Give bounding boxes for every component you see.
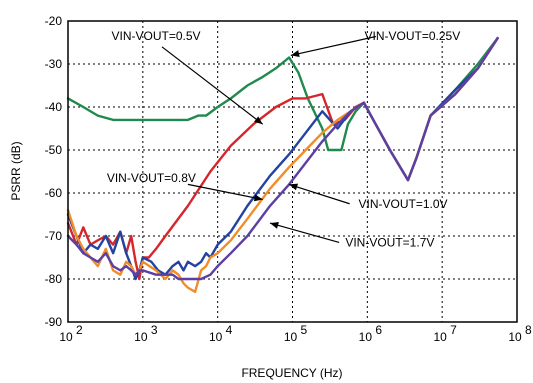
series-line-vin-vout-1-7v (66, 37, 499, 281)
annotation-arrow-line (269, 222, 340, 244)
x-tick-label: 10 (433, 330, 447, 344)
annotation-vin-vout-0-25v: VIN-VOUT=0.25V (365, 29, 461, 43)
x-tick-exponent: 8 (525, 323, 532, 337)
plot-frame (67, 20, 518, 323)
x-tick-label: 10 (284, 330, 298, 344)
x-tick-label: 10 (508, 330, 522, 344)
annotation-arrowhead (253, 194, 263, 202)
annotation-arrow-line (288, 183, 350, 205)
annotation-arrowhead (254, 116, 263, 125)
series-lines (66, 37, 499, 294)
annotation-arrowhead (269, 221, 279, 229)
annotation-arrow-line (290, 35, 376, 56)
grid-lines (68, 21, 517, 322)
y-tick-label: -30 (45, 57, 63, 71)
y-tick-label: -90 (45, 315, 63, 329)
x-tick-exponent: 2 (76, 323, 83, 337)
x-tick-exponent: 3 (151, 323, 158, 337)
annotation-arrow-line (161, 46, 264, 125)
annotation-vin-vout-0-8v: VIN-VOUT=0.8V (107, 171, 196, 185)
annotations: VIN-VOUT=0.5V VIN-VOUT=0.25V VIN-VOUT=0.8V… (107, 29, 460, 249)
x-tick-exponent: 7 (450, 323, 457, 337)
x-tick-label: 10 (134, 330, 148, 344)
x-tick-exponent: 6 (375, 323, 382, 337)
x-axis-title: FREQUENCY (Hz) (241, 366, 342, 380)
plot-border (67, 20, 518, 323)
series-line-vin-vout-0-25v (66, 37, 499, 182)
y-tick-label: -20 (45, 14, 63, 28)
x-tick-label: 10 (59, 330, 73, 344)
annotation-arrowhead (289, 183, 299, 191)
annotation-vin-vout-0-5v: VIN-VOUT=0.5V (111, 29, 200, 43)
x-tick-label: 10 (209, 330, 223, 344)
x-tick-exponent: 4 (226, 323, 233, 337)
y-axis-title: PSRR (dB) (9, 141, 23, 200)
x-tick-label: 10 (359, 330, 373, 344)
x-tick-exponent: 5 (301, 323, 308, 337)
y-tick-label: -40 (45, 100, 63, 114)
y-tick-label: -60 (45, 186, 63, 200)
annotation-vin-vout-1-7v: VIN-VOUT=1.7V (345, 235, 434, 249)
annotation-arrowhead (290, 50, 300, 58)
annotation-vin-vout-1-0v: VIN-VOUT=1.0V (359, 197, 448, 211)
annotation-arrow-line (187, 183, 263, 201)
y-tick-label: -50 (45, 143, 63, 157)
y-tick-label: -80 (45, 272, 63, 286)
series-line-vin-vout-1-0v (66, 37, 499, 294)
y-tick-label: -70 (45, 229, 63, 243)
